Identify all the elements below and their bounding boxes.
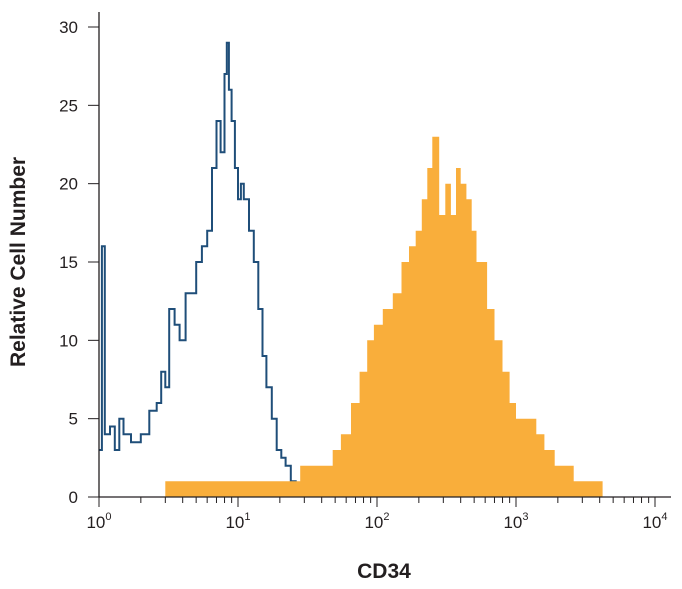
x-tick-label: 101 [225, 511, 250, 532]
y-tick-label: 20 [59, 175, 78, 194]
ticks: 100 101 102 103 104 0 5 10 15 20 25 30 [59, 18, 667, 532]
x-tick-label: 102 [364, 511, 389, 532]
x-tick-label: 100 [86, 511, 111, 532]
histogram-outline-series [99, 41, 297, 497]
x-tick-label: 103 [503, 511, 528, 532]
x-tick-label: 104 [642, 511, 667, 532]
y-tick-label: 25 [59, 96, 78, 115]
y-tick-label: 5 [69, 410, 78, 429]
y-tick-label: 10 [59, 331, 78, 350]
plot-area [99, 41, 603, 497]
y-tick-label: 30 [59, 18, 78, 37]
histogram-filled-series [165, 136, 603, 497]
x-axis-title: CD34 [357, 560, 411, 583]
y-tick-label: 0 [69, 488, 78, 507]
y-axis-title: Relative Cell Number [7, 157, 30, 367]
y-tick-label: 15 [59, 253, 78, 272]
axes [98, 12, 671, 498]
